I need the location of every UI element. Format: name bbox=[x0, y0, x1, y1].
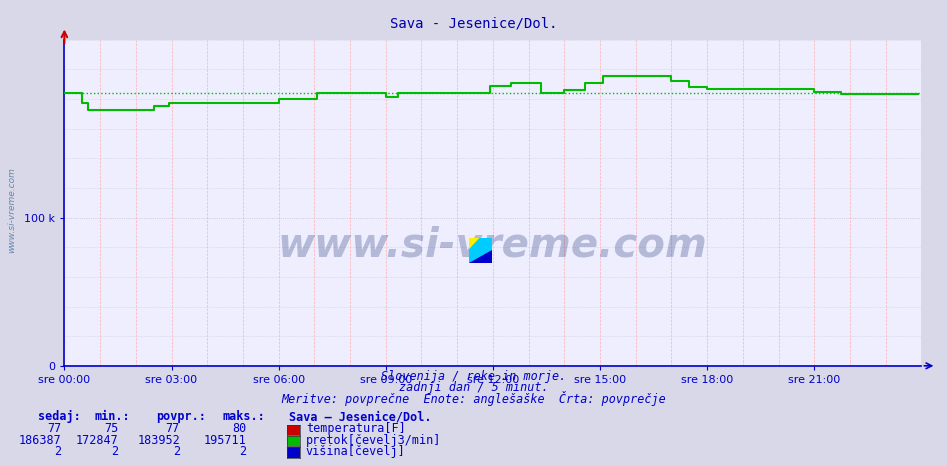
Polygon shape bbox=[469, 251, 492, 263]
Polygon shape bbox=[469, 238, 492, 263]
Text: min.:: min.: bbox=[95, 411, 131, 423]
Polygon shape bbox=[469, 238, 481, 251]
Text: 75: 75 bbox=[104, 423, 118, 435]
Text: www.si-vreme.com: www.si-vreme.com bbox=[278, 225, 707, 265]
Text: 2: 2 bbox=[239, 445, 246, 458]
Text: 172847: 172847 bbox=[76, 434, 118, 446]
Text: zadnji dan / 5 minut.: zadnji dan / 5 minut. bbox=[399, 382, 548, 394]
Text: Meritve: povprečne  Enote: anglešaške  Črta: povprečje: Meritve: povprečne Enote: anglešaške Črt… bbox=[281, 391, 666, 406]
Text: www.si-vreme.com: www.si-vreme.com bbox=[7, 167, 16, 253]
Text: pretok[čevelj3/min]: pretok[čevelj3/min] bbox=[306, 434, 441, 446]
Text: 183952: 183952 bbox=[137, 434, 180, 446]
Text: 77: 77 bbox=[47, 423, 62, 435]
Text: 80: 80 bbox=[232, 423, 246, 435]
Text: povpr.:: povpr.: bbox=[156, 411, 206, 423]
Text: sedaj:: sedaj: bbox=[38, 411, 80, 423]
Text: 2: 2 bbox=[172, 445, 180, 458]
Text: temperatura[F]: temperatura[F] bbox=[306, 423, 405, 435]
Text: Sava – Jesenice/Dol.: Sava – Jesenice/Dol. bbox=[289, 411, 431, 423]
Text: 195711: 195711 bbox=[204, 434, 246, 446]
Text: Sava - Jesenice/Dol.: Sava - Jesenice/Dol. bbox=[390, 16, 557, 30]
Text: maks.:: maks.: bbox=[223, 411, 265, 423]
Text: 2: 2 bbox=[54, 445, 62, 458]
Text: Slovenija / reke in morje.: Slovenija / reke in morje. bbox=[381, 370, 566, 383]
Text: 2: 2 bbox=[111, 445, 118, 458]
Text: 186387: 186387 bbox=[19, 434, 62, 446]
Text: višina[čevelj]: višina[čevelj] bbox=[306, 445, 405, 458]
Text: 77: 77 bbox=[166, 423, 180, 435]
